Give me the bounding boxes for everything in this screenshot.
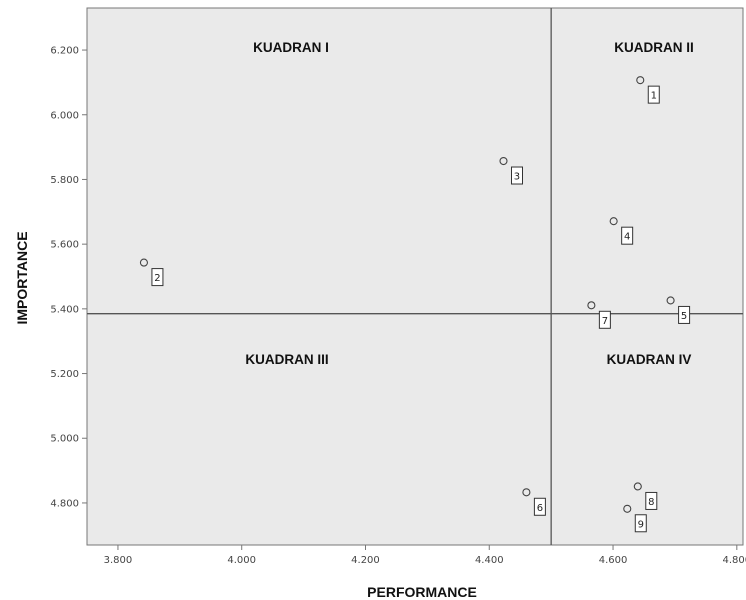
y-tick-label: 5.600 (50, 240, 79, 251)
quadrant-label-ii: KUADRAN II (614, 40, 694, 55)
point-marker-9 (623, 504, 632, 513)
point-marker-2 (139, 258, 148, 267)
x-tick-label: 4.200 (351, 555, 380, 566)
y-tick-label: 5.200 (50, 369, 79, 380)
y-tick-label: 6.000 (50, 110, 79, 121)
y-tick-label: 6.200 (50, 46, 79, 57)
point-marker-4 (609, 217, 618, 226)
quadrant-label-iv: KUADRAN IV (607, 352, 692, 367)
point-label-4: 4 (624, 232, 630, 243)
point-label-box-5 (678, 305, 691, 324)
point-label-9: 9 (638, 519, 644, 530)
x-tick-label: 4.800 (722, 555, 746, 566)
x-tick-label: 4.400 (475, 555, 504, 566)
y-tick-label: 4.800 (50, 498, 79, 509)
point-label-8: 8 (648, 497, 654, 508)
point-marker-5 (666, 296, 675, 305)
x-tick-label: 4.600 (599, 555, 628, 566)
point-label-box-6 (533, 497, 546, 516)
point-label-6: 6 (537, 503, 543, 514)
quadrant-label-iii: KUADRAN III (245, 352, 328, 367)
y-tick-label: 5.800 (50, 175, 79, 186)
point-marker-1 (636, 76, 645, 85)
x-tick-label: 4.000 (227, 555, 256, 566)
point-label-box-2 (151, 268, 164, 287)
point-label-5: 5 (681, 311, 687, 322)
quadrant-label-i: KUADRAN I (253, 40, 329, 55)
point-label-1: 1 (651, 91, 657, 102)
point-label-7: 7 (602, 316, 608, 327)
point-marker-8 (633, 482, 642, 491)
point-marker-3 (499, 156, 508, 166)
point-label-box-1 (647, 85, 660, 104)
y-axis-title: IMPORTANCE (14, 231, 30, 324)
point-label-3: 3 (514, 172, 520, 183)
point-label-box-8 (645, 491, 658, 510)
point-marker-6 (522, 488, 531, 497)
point-label-2: 2 (154, 273, 160, 284)
point-label-box-3 (510, 166, 523, 185)
y-tick-label: 5.000 (50, 434, 79, 445)
y-tick-label: 5.400 (50, 304, 79, 315)
point-label-box-7 (598, 310, 611, 329)
point-label-box-9 (634, 514, 647, 533)
x-axis-title: PERFORMANCE (367, 584, 477, 600)
point-marker-7 (587, 301, 596, 310)
point-label-box-4 (621, 226, 634, 245)
x-tick-label: 3.800 (104, 555, 133, 566)
plot-area (86, 7, 744, 546)
